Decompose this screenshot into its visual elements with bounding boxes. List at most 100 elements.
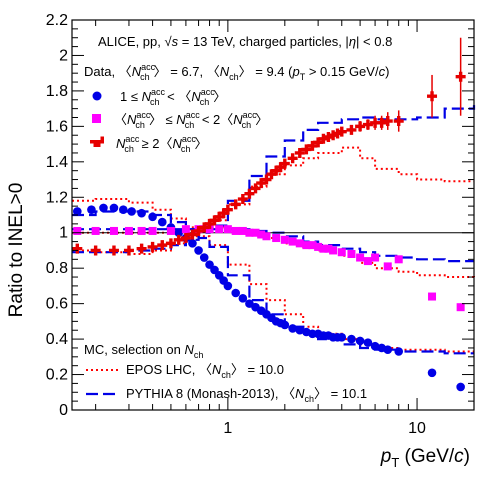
data-point-circle xyxy=(363,338,373,347)
data-point-cross xyxy=(261,174,272,185)
y-axis-title: Ratio to INEL>0 xyxy=(6,183,27,318)
data-point-circle xyxy=(337,333,347,342)
mc-header: MC, selection on Nch xyxy=(84,342,203,360)
data-point-cross xyxy=(209,215,220,226)
data-point-cross xyxy=(72,243,83,254)
data-point-square xyxy=(223,225,232,234)
data-point-square xyxy=(124,226,133,235)
data-point-cross xyxy=(455,71,466,82)
legend-marker-square xyxy=(92,114,101,123)
data-point-square xyxy=(205,225,214,234)
legend-label-pythia: PYTHIA 8 (Monash-2013), 〈Nch〉 = 10.1 xyxy=(126,386,367,404)
data-point-cross xyxy=(180,233,191,244)
data-point-cross xyxy=(336,126,347,137)
data-point-circle xyxy=(295,325,305,335)
data-point-square xyxy=(257,230,266,239)
data-point-square xyxy=(288,237,297,246)
data-point-square xyxy=(394,255,403,264)
data-point-circle xyxy=(394,347,404,356)
data-point-circle xyxy=(109,203,119,213)
data-point-cross xyxy=(157,240,168,251)
data-point-circle xyxy=(288,324,297,333)
data-point-square xyxy=(280,235,289,244)
y-tick-label: 1.8 xyxy=(46,83,68,100)
data-point-square xyxy=(262,232,271,241)
data-point-circle xyxy=(99,203,108,213)
data-point-cross xyxy=(275,162,286,173)
data-point-circle xyxy=(174,228,184,238)
data-point-cross xyxy=(382,116,393,127)
data-point-cross xyxy=(362,119,373,130)
data-point-cross xyxy=(230,199,241,210)
data-point-square xyxy=(73,226,82,235)
y-tick-label: 2.2 xyxy=(46,12,68,29)
model-curve xyxy=(72,198,474,353)
data-point-cross xyxy=(287,153,298,164)
data-points xyxy=(72,37,466,392)
model-curve xyxy=(72,228,474,263)
data-point-circle xyxy=(73,207,82,216)
data-point-cross xyxy=(173,234,184,245)
data-point-square xyxy=(166,226,175,235)
data-point-circle xyxy=(223,281,233,291)
data-point-cross xyxy=(237,194,248,205)
legend-marker-circle xyxy=(92,91,102,101)
y-tick-label: 1 xyxy=(59,225,68,242)
data-point-cross xyxy=(332,128,343,139)
data-point-circle xyxy=(194,246,203,255)
data-point-cross xyxy=(307,140,318,151)
data-point-square xyxy=(314,242,323,251)
data-point-cross xyxy=(328,130,339,141)
data-point-circle xyxy=(199,253,209,262)
data-point-circle xyxy=(137,208,146,218)
y-tick-label: 0 xyxy=(59,402,68,419)
data-point-square xyxy=(181,225,190,234)
data-point-square xyxy=(347,250,356,258)
data-point-square xyxy=(356,253,365,262)
data-point-cross xyxy=(313,137,324,148)
data-point-cross xyxy=(214,211,225,222)
legend-label-series-3: Nacc ch ≥ 2〈Nacc ch 〉 xyxy=(116,134,207,154)
data-point-cross xyxy=(376,117,387,128)
legend-model-epos: EPOS LHC, 〈Nch〉 = 10.0 xyxy=(86,362,284,380)
data-point-square xyxy=(324,244,333,253)
data-point-square xyxy=(456,303,465,312)
data-point-cross xyxy=(244,188,255,199)
data-point-square xyxy=(215,225,224,234)
data-point-cross xyxy=(165,238,176,249)
data-point-square xyxy=(363,257,372,266)
data-point-square xyxy=(231,226,240,235)
axis-ticks: 0 0.2 0.4 0.6 0.8 1 1.2 1.4 1.6 1.8 2 2.2 1 10 xyxy=(46,12,475,437)
data-point-circle xyxy=(231,288,240,298)
data-point-circle xyxy=(157,217,167,227)
data-point-square xyxy=(137,226,146,235)
data-point-circle xyxy=(238,294,248,303)
data-point-cross xyxy=(187,229,198,240)
data-point-cross xyxy=(250,183,261,194)
legend-marker-cross xyxy=(90,136,104,147)
data-point-square xyxy=(295,239,304,248)
y-tick-label: 0.4 xyxy=(46,331,68,348)
legend-label-series-2: 〈Nacc ch 〉 ≤ Nacc ch < 2〈Nacc ch 〉 xyxy=(114,110,268,130)
data-point-square xyxy=(245,228,254,237)
data-point-cross xyxy=(222,204,233,215)
header-line-1: ALICE, pp, √s = 13 TeV, charged particle… xyxy=(98,34,392,49)
legend-model-pythia: PYTHIA 8 (Monash-2013), 〈Nch〉 = 10.1 xyxy=(86,386,367,404)
data-point-circle xyxy=(87,205,96,214)
data-point-square xyxy=(251,228,260,237)
data-point-circle xyxy=(456,382,465,392)
data-point-square xyxy=(272,234,281,243)
data-point-square xyxy=(428,292,437,301)
data-point-cross xyxy=(204,218,215,229)
data-point-cross xyxy=(147,241,158,252)
data-point-cross xyxy=(218,208,229,219)
data-point-square xyxy=(371,253,380,262)
y-tick-label: 1.4 xyxy=(46,154,68,171)
data-point-square xyxy=(308,241,317,250)
data-point-cross xyxy=(266,169,277,180)
data-point-cross xyxy=(123,245,134,256)
data-point-square xyxy=(109,226,118,235)
data-point-circle xyxy=(280,320,290,330)
legend-series-3: Nacc ch ≥ 2〈Nacc ch 〉 xyxy=(90,134,207,154)
